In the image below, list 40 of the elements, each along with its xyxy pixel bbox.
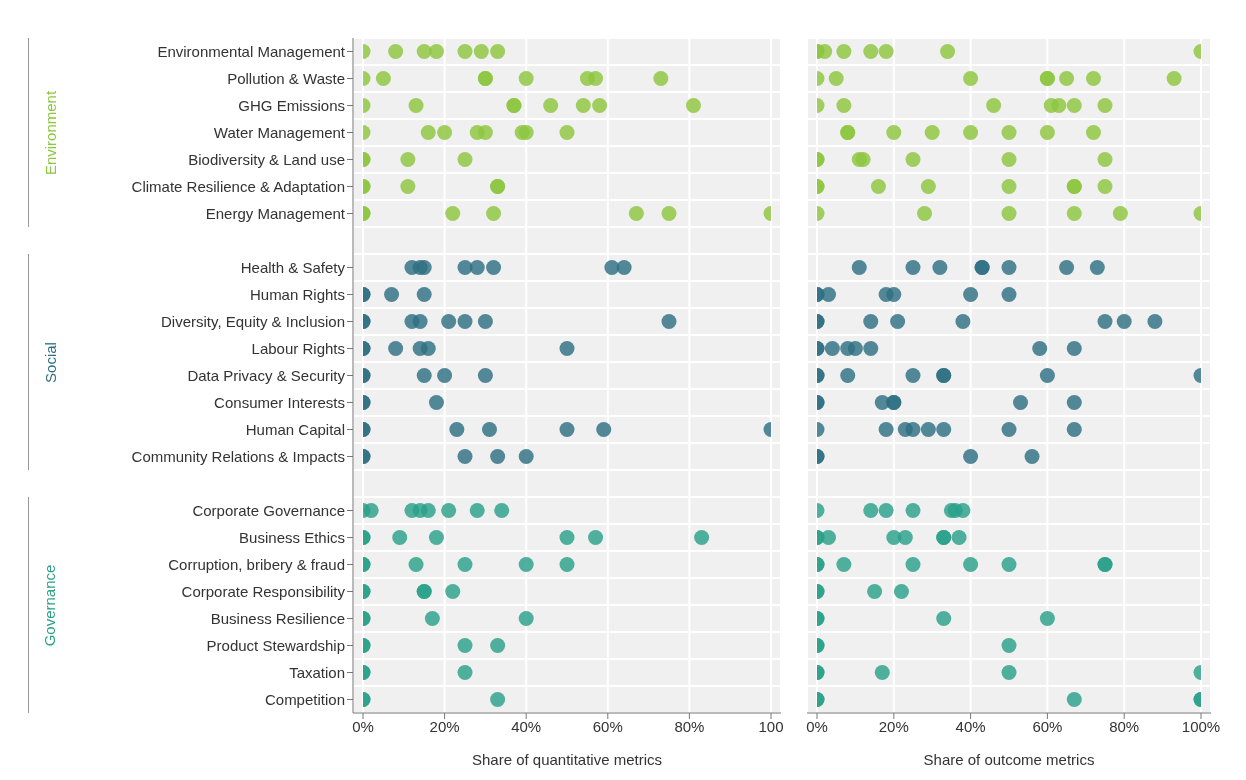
x-axis-title: Share of outcome metrics [923,751,1095,768]
x-tick-label: 40% [955,717,986,735]
y-tick-label: Health & Safety [240,258,346,276]
x-tick-label: 100% [1181,717,1221,735]
x-tick-label: 80% [1109,717,1140,735]
y-tick-label: Product Stewardship [206,636,345,654]
y-tick-label: Water Management [213,123,346,141]
text: Governance [41,564,59,646]
y-tick-label: Climate Resilience & Adaptation [131,177,345,195]
x-tick-label: 40% [511,717,542,735]
x-tick-label: 80% [674,717,705,735]
y-tick-label: Corporate Governance [192,501,345,519]
x-tick-label: 20% [429,717,460,735]
y-tick-label: Community Relations & Impacts [131,447,345,465]
x-tick-label: 60% [592,717,623,735]
x-tick-label: 0% [806,717,828,735]
x-tick-label: 60% [1032,717,1063,735]
y-tick-label: Pollution & Waste [227,69,345,87]
y-tick-label: Corporate Responsibility [181,582,346,600]
y-tick-label: Biodiversity & Land use [188,150,345,168]
x-tick-label: 0% [352,717,374,735]
y-tick-label: Data Privacy & Security [187,366,346,384]
y-tick-label: Corruption, bribery & fraud [168,555,345,573]
y-tick-label: Business Resilience [210,609,345,627]
y-tick-label: GHG Emissions [238,96,345,114]
y-tick-label: Competition [264,690,345,708]
y-tick-label: Business Ethics [239,528,345,546]
x-tick-label: 100 [758,717,784,735]
text: Social [41,341,59,383]
x-tick-label: 20% [878,717,909,735]
y-tick-label: Consumer Interests [214,393,345,411]
text: Environment [41,90,59,175]
y-tick-label: Taxation [289,663,345,681]
y-tick-label: Energy Management [205,204,346,222]
x-axis-title: Share of quantitative metrics [471,751,663,768]
y-tick-label: Human Capital [245,420,345,438]
y-tick-label: Human Rights [249,285,345,303]
y-tick-label: Labour Rights [251,339,345,357]
y-tick-label: Environmental Management [157,42,346,60]
y-tick-label: Diversity, Equity & Inclusion [161,312,345,330]
